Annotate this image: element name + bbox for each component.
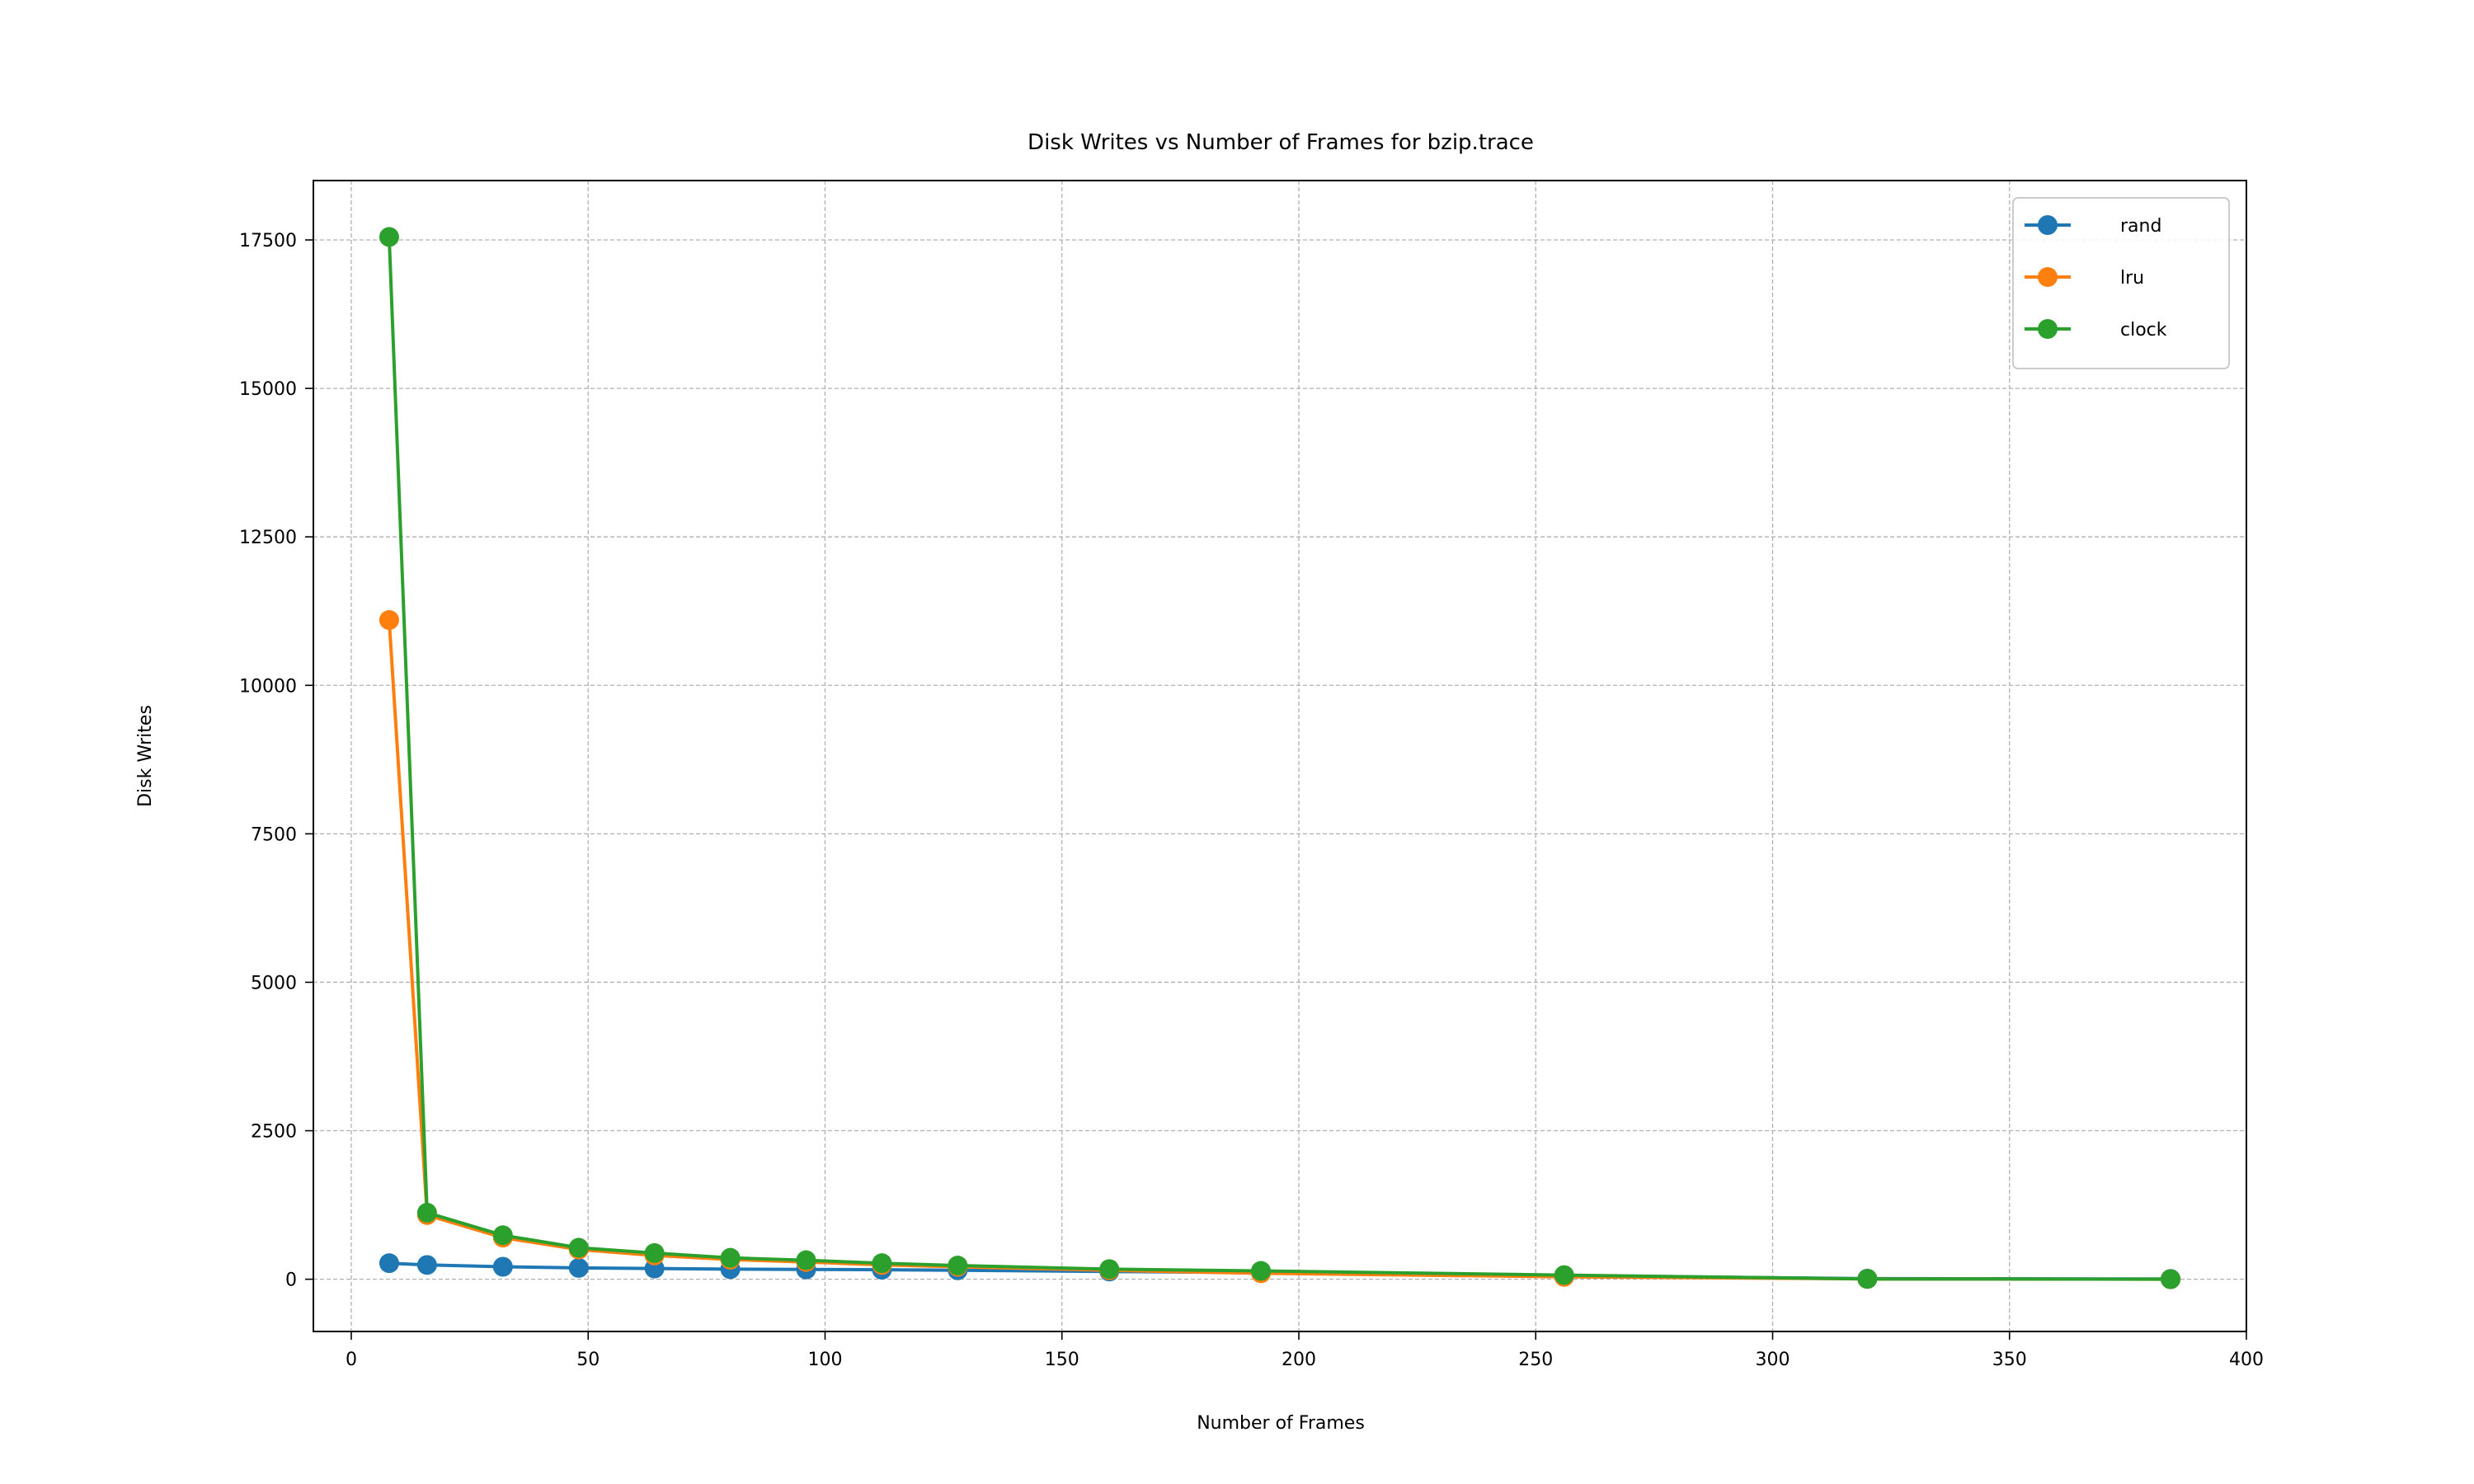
series-layer <box>379 227 2181 1289</box>
data-point-clock <box>796 1250 816 1270</box>
data-point-clock <box>872 1253 892 1274</box>
legend-entry-lru: lru <box>2025 267 2144 289</box>
y-tick-label: 7500 <box>251 824 297 845</box>
x-axis-label: Number of Frames <box>1197 1413 1365 1434</box>
data-point-rand <box>492 1256 513 1277</box>
data-point-clock <box>1554 1265 1574 1285</box>
data-point-clock <box>948 1256 968 1276</box>
legend-entry-clock: clock <box>2025 319 2167 340</box>
y-tick-label: 12500 <box>239 528 297 548</box>
chart-title: Disk Writes vs Number of Frames for bzip… <box>1028 130 1534 155</box>
x-axis: 0 50 100 150 200 250 300 350 400 <box>346 1331 2264 1370</box>
x-tick-label: 0 <box>346 1350 357 1370</box>
data-point-clock <box>2161 1269 2181 1289</box>
series-line-clock <box>387 237 2171 1281</box>
data-point-clock <box>492 1225 513 1246</box>
y-tick-label: 15000 <box>239 379 297 400</box>
y-tick-label: 5000 <box>251 973 297 993</box>
legend-box <box>2012 197 2230 369</box>
data-point-clock <box>720 1247 741 1268</box>
series-lru <box>379 610 2181 1289</box>
x-tick-label: 100 <box>807 1350 842 1370</box>
series-line-lru <box>387 619 2171 1281</box>
y-axis: 0 2500 5000 7500 10000 12500 15000 17500 <box>239 231 313 1291</box>
data-point-clock <box>644 1242 665 1263</box>
data-point-clock <box>1857 1269 1878 1289</box>
data-point-rand <box>379 1253 399 1274</box>
x-tick-label: 200 <box>1282 1350 1316 1370</box>
y-tick-label: 0 <box>285 1270 297 1291</box>
x-tick-label: 50 <box>576 1350 600 1370</box>
x-tick-label: 300 <box>1755 1350 1790 1370</box>
legend-marker <box>2038 215 2058 235</box>
y-axis-label: Disk Writes <box>135 705 156 807</box>
data-point-clock <box>568 1237 589 1258</box>
x-tick-label: 250 <box>1518 1350 1553 1370</box>
plot-frame <box>313 180 2247 1332</box>
legend-label: lru <box>2120 268 2144 289</box>
data-point-lru <box>379 610 399 631</box>
legend-marker <box>2038 267 2058 287</box>
legend-label: rand <box>2120 216 2161 237</box>
series-clock <box>379 227 2181 1289</box>
data-point-clock <box>379 227 399 247</box>
legend-label: clock <box>2120 320 2167 340</box>
grid <box>313 181 2247 1331</box>
legend-entry-rand: rand <box>2025 215 2161 237</box>
y-tick-label: 17500 <box>239 231 297 251</box>
legend: rand lru clock <box>2012 197 2230 369</box>
data-point-rand <box>568 1257 589 1278</box>
x-tick-label: 350 <box>1992 1350 2027 1370</box>
y-tick-label: 10000 <box>239 676 297 697</box>
y-tick-label: 2500 <box>251 1122 297 1143</box>
x-tick-label: 400 <box>2229 1350 2264 1370</box>
data-point-rand <box>416 1255 437 1275</box>
legend-marker <box>2038 319 2058 339</box>
data-point-clock <box>1251 1261 1272 1281</box>
x-tick-label: 150 <box>1045 1350 1079 1370</box>
data-point-clock <box>416 1202 437 1223</box>
data-point-clock <box>1099 1259 1120 1280</box>
